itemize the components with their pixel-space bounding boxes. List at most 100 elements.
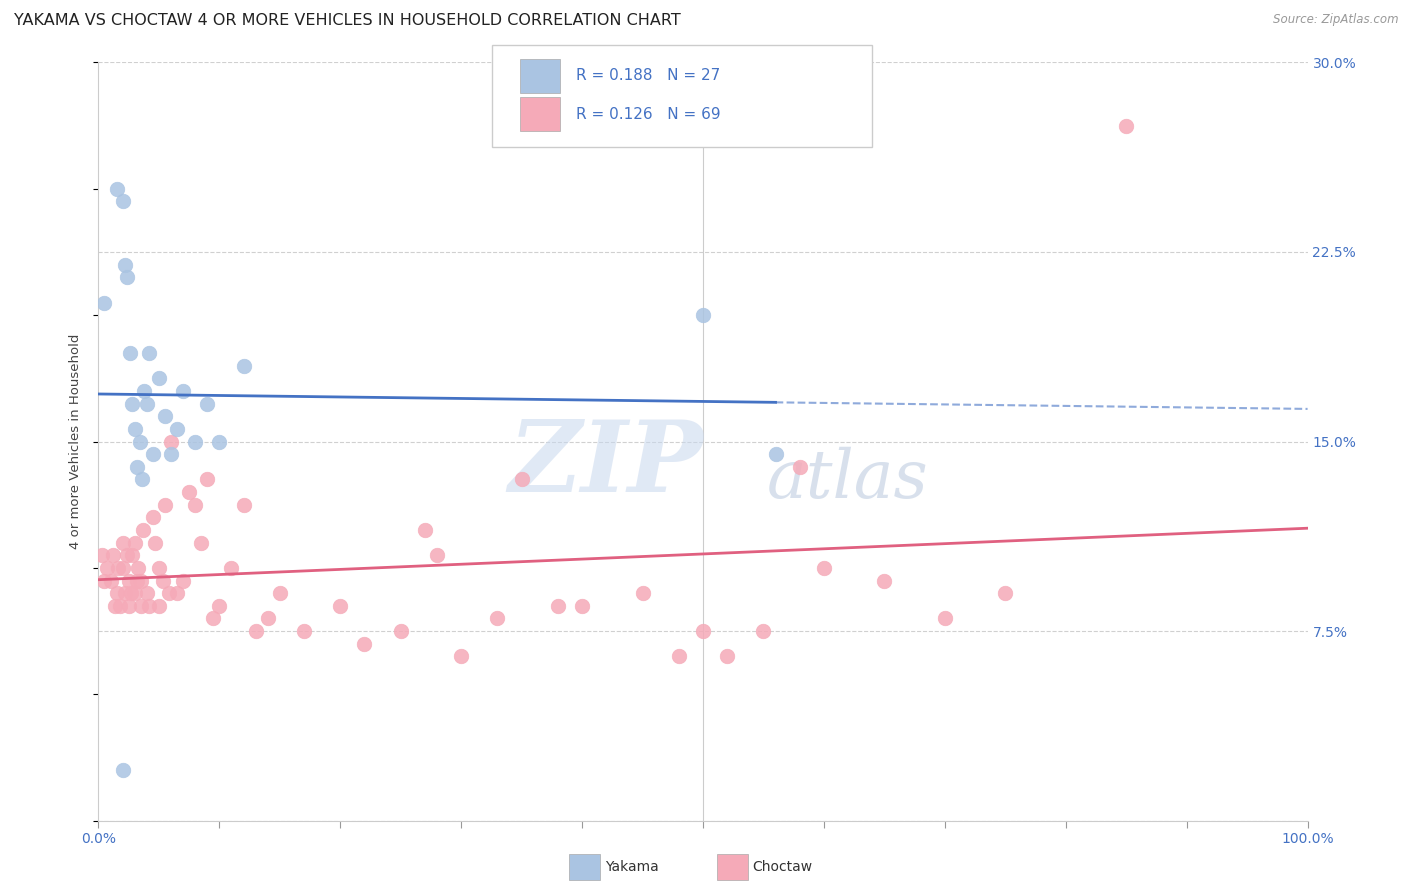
- Point: [166, 422, 188, 436]
- Point: [138, 346, 160, 360]
- Point: [114, 258, 136, 272]
- Point: [93, 574, 115, 588]
- Point: [426, 548, 449, 563]
- Point: [129, 574, 152, 588]
- Point: [172, 384, 194, 398]
- Point: [292, 624, 315, 639]
- Point: [413, 523, 436, 537]
- Point: [127, 574, 149, 588]
- Point: [111, 763, 134, 777]
- Point: [93, 295, 115, 310]
- Point: [118, 599, 141, 613]
- Point: [166, 586, 188, 600]
- Point: [104, 599, 127, 613]
- Point: [134, 384, 156, 398]
- Point: [153, 409, 176, 424]
- Point: [160, 434, 183, 449]
- Point: [765, 447, 787, 461]
- Point: [873, 574, 896, 588]
- Point: [124, 535, 146, 549]
- Point: [152, 574, 174, 588]
- Point: [450, 649, 472, 664]
- Point: [107, 561, 129, 575]
- Point: [195, 396, 218, 410]
- Point: [120, 586, 142, 600]
- Point: [547, 599, 569, 613]
- Point: [172, 574, 194, 588]
- Point: [389, 624, 412, 639]
- Point: [668, 649, 690, 664]
- Point: [571, 599, 593, 613]
- Point: [148, 371, 170, 385]
- Point: [121, 396, 143, 410]
- Point: [232, 498, 254, 512]
- Point: [108, 599, 131, 613]
- Text: Yakama: Yakama: [605, 860, 658, 874]
- Point: [789, 459, 811, 474]
- Point: [121, 548, 143, 563]
- Point: [692, 308, 714, 322]
- Point: [269, 586, 291, 600]
- Point: [353, 637, 375, 651]
- Point: [195, 473, 218, 487]
- Point: [202, 611, 225, 625]
- Point: [184, 498, 207, 512]
- Text: atlas: atlas: [768, 447, 929, 512]
- Point: [329, 599, 352, 613]
- Point: [160, 447, 183, 461]
- Point: [813, 561, 835, 575]
- Point: [994, 586, 1017, 600]
- Point: [232, 359, 254, 373]
- Point: [208, 434, 231, 449]
- Text: YAKAMA VS CHOCTAW 4 OR MORE VEHICLES IN HOUSEHOLD CORRELATION CHART: YAKAMA VS CHOCTAW 4 OR MORE VEHICLES IN …: [14, 13, 681, 29]
- Point: [101, 548, 124, 563]
- Point: [128, 434, 150, 449]
- Point: [142, 447, 165, 461]
- Text: Source: ZipAtlas.com: Source: ZipAtlas.com: [1274, 13, 1399, 27]
- Point: [934, 611, 956, 625]
- Point: [256, 611, 278, 625]
- Point: [96, 561, 118, 575]
- Text: ZIP: ZIP: [509, 416, 704, 513]
- Point: [118, 574, 141, 588]
- Point: [208, 599, 231, 613]
- Point: [148, 599, 170, 613]
- Point: [124, 422, 146, 436]
- Point: [692, 624, 714, 639]
- Text: Choctaw: Choctaw: [752, 860, 813, 874]
- Point: [131, 473, 153, 487]
- Point: [117, 270, 139, 285]
- Point: [124, 586, 146, 600]
- Point: [190, 535, 212, 549]
- Point: [153, 498, 176, 512]
- Point: [179, 485, 201, 500]
- Point: [1115, 119, 1137, 133]
- Point: [138, 599, 160, 613]
- Text: R = 0.188   N = 27: R = 0.188 N = 27: [576, 69, 721, 83]
- Point: [245, 624, 267, 639]
- Point: [752, 624, 775, 639]
- Point: [105, 586, 128, 600]
- Point: [221, 561, 243, 575]
- Point: [111, 561, 134, 575]
- Point: [100, 574, 122, 588]
- Point: [127, 459, 149, 474]
- Point: [143, 535, 166, 549]
- Point: [114, 586, 136, 600]
- Point: [91, 548, 114, 563]
- Point: [142, 510, 165, 524]
- Point: [129, 599, 152, 613]
- Point: [716, 649, 738, 664]
- Point: [631, 586, 654, 600]
- Point: [111, 194, 134, 209]
- Point: [111, 535, 134, 549]
- Point: [132, 523, 155, 537]
- Point: [486, 611, 509, 625]
- Point: [135, 586, 157, 600]
- Text: R = 0.126   N = 69: R = 0.126 N = 69: [576, 107, 721, 121]
- Point: [157, 586, 180, 600]
- Point: [148, 561, 170, 575]
- Point: [135, 396, 157, 410]
- Point: [510, 473, 533, 487]
- Y-axis label: 4 or more Vehicles in Household: 4 or more Vehicles in Household: [69, 334, 83, 549]
